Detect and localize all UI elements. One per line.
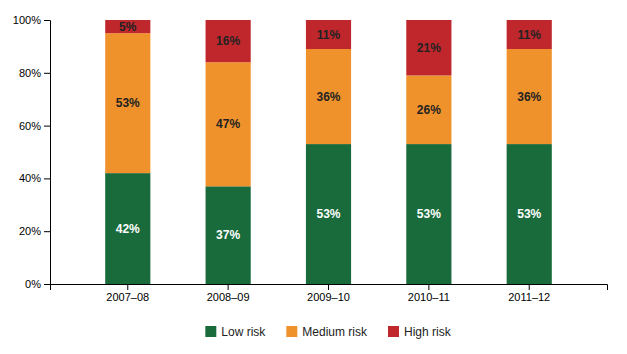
data-label: 47% bbox=[216, 117, 240, 131]
bar bbox=[105, 20, 150, 33]
y-tick-label: 0% bbox=[25, 278, 41, 290]
y-tick-label: 60% bbox=[19, 120, 41, 132]
legend-swatch bbox=[286, 326, 297, 337]
bar bbox=[105, 173, 150, 284]
y-tick: 100% bbox=[13, 14, 50, 26]
x-tick: 2009–10 bbox=[307, 284, 350, 303]
bar bbox=[406, 144, 451, 284]
legend-item: Medium risk bbox=[286, 325, 368, 339]
data-label: 53% bbox=[417, 207, 441, 221]
data-label: 16% bbox=[216, 34, 240, 48]
x-tick-label: 2007–08 bbox=[106, 291, 149, 303]
y-tick-mark bbox=[44, 126, 50, 127]
legend-item: High risk bbox=[388, 325, 452, 339]
data-label: 36% bbox=[316, 90, 340, 104]
x-tick: 2011–12 bbox=[508, 284, 550, 303]
x-tick: 2007–08 bbox=[106, 284, 149, 303]
bar bbox=[507, 144, 552, 284]
x-tick-label: 2009–10 bbox=[307, 291, 350, 303]
data-label: 42% bbox=[116, 222, 140, 236]
data-label: 21% bbox=[417, 41, 441, 55]
y-tick: 20% bbox=[19, 225, 50, 237]
bar bbox=[306, 144, 351, 284]
x-tick: 2010–11 bbox=[408, 284, 450, 303]
x-tick-mark bbox=[428, 284, 429, 290]
x-tick-mark bbox=[529, 284, 530, 290]
legend-label: High risk bbox=[404, 325, 452, 339]
x-tick-mark bbox=[228, 284, 229, 290]
bars bbox=[105, 20, 552, 284]
data-labels: 42% 37% 53% 53% 53% 53% 47% 36% 26% 36% 5% 16% 11% 21… bbox=[116, 20, 542, 243]
bar bbox=[507, 49, 552, 144]
bar bbox=[306, 20, 351, 49]
x-axis: 2007–08 2008–09 2009–10 2010–11 2011–12 bbox=[51, 284, 608, 303]
data-label: 37% bbox=[216, 228, 240, 242]
y-tick-mark bbox=[44, 73, 50, 74]
x-tick-label: 2010–11 bbox=[408, 291, 450, 303]
y-tick-label: 20% bbox=[19, 225, 41, 237]
bar bbox=[206, 20, 251, 62]
bar bbox=[206, 186, 251, 284]
data-label: 53% bbox=[517, 207, 541, 221]
data-label: 26% bbox=[417, 103, 441, 117]
legend-label: Low risk bbox=[221, 325, 266, 339]
bar bbox=[306, 49, 351, 144]
y-tick-mark bbox=[44, 20, 50, 21]
y-tick-mark bbox=[44, 284, 50, 285]
y-tick-label: 40% bbox=[19, 172, 41, 184]
legend-item: Low risk bbox=[205, 325, 266, 339]
x-tick: 2008–09 bbox=[207, 284, 250, 303]
y-tick-mark bbox=[44, 231, 50, 232]
legend-swatch bbox=[388, 326, 399, 337]
x-axis-line bbox=[51, 285, 608, 291]
y-tick-mark bbox=[44, 178, 50, 179]
y-tick-label: 80% bbox=[19, 67, 41, 79]
bar bbox=[406, 20, 451, 75]
bar bbox=[105, 33, 150, 173]
data-label: 11% bbox=[317, 28, 341, 42]
y-axis-line bbox=[44, 21, 51, 285]
x-tick-label: 2011–12 bbox=[508, 291, 550, 303]
data-label: 36% bbox=[517, 90, 541, 104]
y-tick: 80% bbox=[19, 67, 50, 79]
y-tick: 40% bbox=[19, 172, 50, 184]
x-tick-mark bbox=[127, 284, 128, 290]
data-label: 5% bbox=[119, 20, 137, 34]
legend-label: Medium risk bbox=[302, 325, 368, 339]
legend-swatch bbox=[205, 326, 216, 337]
legend: Low risk Medium risk High risk bbox=[205, 325, 451, 339]
bar bbox=[206, 62, 251, 186]
y-tick: 60% bbox=[19, 120, 50, 132]
y-axis: 0% 20% 40% 60% 80% 100% bbox=[13, 14, 51, 290]
x-tick-label: 2008–09 bbox=[207, 291, 250, 303]
y-tick: 0% bbox=[25, 278, 50, 290]
data-label: 11% bbox=[518, 28, 542, 42]
data-label: 53% bbox=[116, 96, 140, 110]
data-label: 53% bbox=[316, 207, 340, 221]
bar bbox=[406, 75, 451, 144]
y-tick-label: 100% bbox=[13, 14, 41, 26]
chart: 0%20%40%60%80%100%2007–082008–092009–102… bbox=[0, 0, 627, 354]
plot: 0%20%40%60%80%100%2007–082008–092009–102… bbox=[13, 14, 608, 303]
x-tick-mark bbox=[328, 284, 329, 290]
bar bbox=[507, 20, 552, 49]
